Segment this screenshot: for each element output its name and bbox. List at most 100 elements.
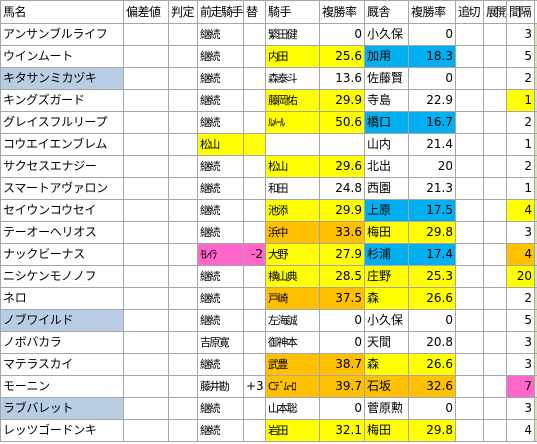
jockey-cell[interactable]: 岩田 — [265, 419, 320, 442]
jockey-cell[interactable]: 和田 — [265, 177, 320, 200]
pace-cell[interactable] — [483, 375, 507, 398]
workout-cell[interactable] — [455, 23, 484, 46]
interval-cell[interactable]: 5 — [506, 45, 535, 68]
jockey-rate-cell[interactable]: 0 — [319, 331, 365, 354]
trainer-cell[interactable]: 小久保 — [364, 23, 409, 46]
jockey-cell[interactable]: 森泰斗 — [265, 67, 320, 90]
change-cell[interactable] — [243, 419, 266, 442]
trainer-cell[interactable]: 石坂 — [364, 375, 409, 398]
jockey-rate-cell[interactable]: 29.9 — [319, 199, 365, 222]
pace-cell[interactable] — [483, 23, 507, 46]
jockey-cell[interactable]: 池添 — [265, 199, 320, 222]
change-cell[interactable] — [243, 199, 266, 222]
jockey-cell[interactable]: 戸崎 — [265, 287, 320, 310]
workout-cell[interactable] — [455, 353, 484, 376]
pace-cell[interactable] — [483, 45, 507, 68]
prev-jockey-cell[interactable]: 継続 — [197, 45, 244, 68]
horse-name-cell[interactable]: キングズガード — [0, 89, 124, 112]
change-cell[interactable] — [243, 45, 266, 68]
trainer-cell[interactable]: 佐藤賢 — [364, 67, 409, 90]
horse-name-cell[interactable]: ラブバレット — [0, 397, 124, 420]
deviation-cell[interactable] — [123, 265, 169, 288]
workout-cell[interactable] — [455, 309, 484, 332]
pace-cell[interactable] — [483, 221, 507, 244]
prev-jockey-cell[interactable]: 継続 — [197, 155, 244, 178]
change-cell[interactable] — [243, 397, 266, 420]
interval-cell[interactable]: 1 — [506, 177, 535, 200]
pace-cell[interactable] — [483, 309, 507, 332]
judgement-cell[interactable] — [168, 89, 198, 112]
jockey-cell[interactable]: 武豊 — [265, 353, 320, 376]
change-cell[interactable] — [243, 265, 266, 288]
judgement-cell[interactable] — [168, 243, 198, 266]
workout-cell[interactable] — [455, 199, 484, 222]
pace-cell[interactable] — [483, 419, 507, 442]
deviation-cell[interactable] — [123, 199, 169, 222]
trainer-cell[interactable]: 北出 — [364, 155, 409, 178]
trainer-rate-cell[interactable]: 20 — [408, 155, 456, 178]
jockey-rate-cell[interactable]: 0 — [319, 397, 365, 420]
trainer-rate-cell[interactable]: 29.8 — [408, 419, 456, 442]
pace-cell[interactable] — [483, 199, 507, 222]
workout-cell[interactable] — [455, 221, 484, 244]
deviation-cell[interactable] — [123, 287, 169, 310]
trainer-rate-cell[interactable]: 17.4 — [408, 243, 456, 266]
jockey-rate-cell[interactable]: 24.8 — [319, 177, 365, 200]
pace-cell[interactable] — [483, 287, 507, 310]
trainer-cell[interactable]: 梅田 — [364, 221, 409, 244]
jockey-rate-cell[interactable]: 33.6 — [319, 221, 365, 244]
change-cell[interactable] — [243, 353, 266, 376]
horse-name-cell[interactable]: ナックビーナス — [0, 243, 124, 266]
prev-jockey-cell[interactable]: 継続 — [197, 177, 244, 200]
pace-cell[interactable] — [483, 177, 507, 200]
jockey-cell[interactable]: 浜中 — [265, 221, 320, 244]
change-cell[interactable] — [243, 67, 266, 90]
horse-name-cell[interactable]: レッツゴードンキ — [0, 419, 124, 442]
interval-cell[interactable]: 2 — [506, 111, 535, 134]
pace-cell[interactable] — [483, 331, 507, 354]
interval-cell[interactable]: 3 — [506, 353, 535, 376]
deviation-cell[interactable] — [123, 397, 169, 420]
pace-cell[interactable] — [483, 155, 507, 178]
interval-cell[interactable]: 3 — [506, 331, 535, 354]
prev-jockey-cell[interactable]: 吉原寛 — [197, 331, 244, 354]
trainer-cell[interactable]: 上原 — [364, 199, 409, 222]
prev-jockey-cell[interactable]: 藤井勘 — [197, 375, 244, 398]
horse-name-cell[interactable]: コウエイエンブレム — [0, 133, 124, 156]
trainer-rate-cell[interactable]: 26.6 — [408, 353, 456, 376]
jockey-cell[interactable]: Cﾃﾞﾑｰﾛ — [265, 375, 320, 398]
jockey-cell[interactable]: 繁田健 — [265, 23, 320, 46]
trainer-rate-cell[interactable]: 0 — [408, 309, 456, 332]
trainer-rate-cell[interactable]: 0 — [408, 23, 456, 46]
change-cell[interactable]: +3 — [243, 375, 266, 398]
pace-cell[interactable] — [483, 243, 507, 266]
deviation-cell[interactable] — [123, 177, 169, 200]
judgement-cell[interactable] — [168, 397, 198, 420]
jockey-rate-cell[interactable]: 0 — [319, 23, 365, 46]
deviation-cell[interactable] — [123, 419, 169, 442]
jockey-cell[interactable]: 内田 — [265, 45, 320, 68]
jockey-cell[interactable]: 御神本 — [265, 331, 320, 354]
trainer-cell[interactable]: 天間 — [364, 331, 409, 354]
horse-name-cell[interactable]: キタサンミカヅキ — [0, 67, 124, 90]
jockey-rate-cell[interactable]: 37.5 — [319, 287, 365, 310]
jockey-cell[interactable]: 山本聡 — [265, 397, 320, 420]
judgement-cell[interactable] — [168, 353, 198, 376]
jockey-rate-cell[interactable]: 25.6 — [319, 45, 365, 68]
jockey-rate-cell[interactable]: 29.6 — [319, 155, 365, 178]
workout-cell[interactable] — [455, 177, 484, 200]
jockey-rate-cell[interactable]: 39.7 — [319, 375, 365, 398]
change-cell[interactable]: -2 — [243, 243, 266, 266]
judgement-cell[interactable] — [168, 45, 198, 68]
trainer-rate-cell[interactable]: 21.3 — [408, 177, 456, 200]
change-cell[interactable] — [243, 133, 266, 156]
deviation-cell[interactable] — [123, 67, 169, 90]
trainer-cell[interactable]: 西園 — [364, 177, 409, 200]
deviation-cell[interactable] — [123, 375, 169, 398]
interval-cell[interactable]: 4 — [506, 419, 535, 442]
workout-cell[interactable] — [455, 331, 484, 354]
jockey-rate-cell[interactable]: 27.9 — [319, 243, 365, 266]
trainer-rate-cell[interactable]: 22.9 — [408, 89, 456, 112]
workout-cell[interactable] — [455, 45, 484, 68]
workout-cell[interactable] — [455, 397, 484, 420]
